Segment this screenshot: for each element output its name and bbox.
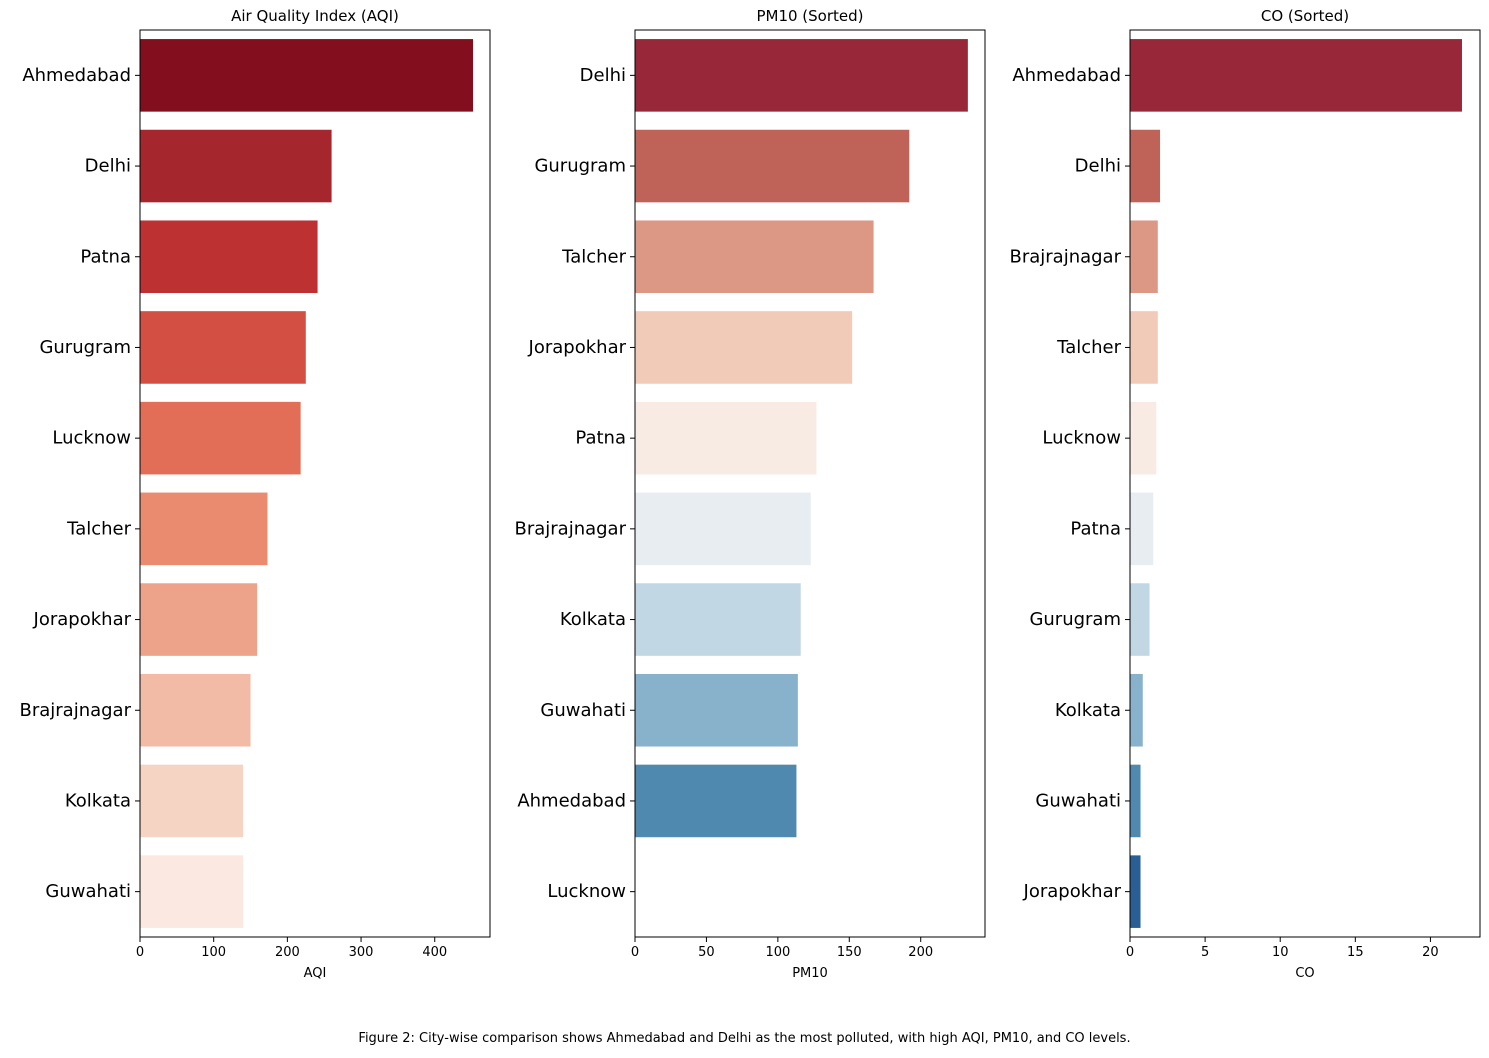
y-tick-label: Brajrajnagar bbox=[1009, 246, 1121, 267]
bar-guwahati bbox=[1130, 764, 1141, 838]
y-tick-label: Brajrajnagar bbox=[19, 700, 131, 721]
bar-ahmedabad bbox=[140, 39, 474, 112]
bar-gurugram bbox=[1130, 583, 1150, 656]
bar-talcher bbox=[1130, 311, 1158, 384]
axes-frame bbox=[139, 29, 491, 938]
y-tick-label: Jorapokhar bbox=[33, 609, 132, 630]
bar-lucknow bbox=[1130, 401, 1157, 475]
bar-kolkata bbox=[1130, 673, 1143, 747]
x-tick-label: 50 bbox=[698, 945, 715, 960]
bar-delhi bbox=[140, 129, 332, 203]
y-tick-label: Patna bbox=[575, 428, 626, 449]
y-tick-label: Talcher bbox=[66, 518, 131, 539]
y-tick-label: Gurugram bbox=[534, 156, 626, 177]
bar-jorapokhar bbox=[635, 311, 853, 384]
chart-panel-1: Ahmedabad Delhi Patna Gurugram Lucknow Talche… bbox=[19, 7, 491, 981]
chart-panel-2: Delhi Gurugram Talcher Jorapokhar Patna Brajr… bbox=[514, 7, 986, 981]
bar-jorapokhar bbox=[140, 583, 258, 656]
y-tick-label: Brajrajnagar bbox=[514, 518, 626, 539]
bar-delhi bbox=[635, 39, 968, 112]
y-tick-label: Talcher bbox=[1056, 337, 1121, 358]
y-tick-label: Jorapokhar bbox=[528, 337, 627, 358]
bar-lucknow bbox=[140, 401, 301, 475]
x-tick-label: 200 bbox=[275, 945, 300, 960]
y-tick-label: Gurugram bbox=[39, 337, 131, 358]
bar-talcher bbox=[635, 220, 874, 294]
y-tick-label: Ahmedabad bbox=[1012, 65, 1121, 86]
x-tick-label: 300 bbox=[349, 945, 374, 960]
y-tick-label: Delhi bbox=[580, 65, 626, 86]
y-tick-label: Delhi bbox=[85, 156, 131, 177]
y-tick-label: Kolkata bbox=[560, 609, 626, 630]
bar-kolkata bbox=[635, 583, 801, 656]
y-tick-label: Talcher bbox=[561, 246, 626, 267]
bar-brajrajnagar bbox=[140, 673, 251, 747]
x-tick-label: 0 bbox=[631, 945, 639, 960]
x-tick-label: 400 bbox=[422, 945, 447, 960]
bar-gurugram bbox=[140, 311, 306, 384]
x-tick-label: 100 bbox=[765, 945, 790, 960]
bar-patna bbox=[140, 220, 318, 294]
y-tick-label: Lucknow bbox=[1042, 428, 1121, 449]
y-tick-label: Guwahati bbox=[1035, 790, 1121, 811]
bar-brajrajnagar bbox=[1130, 220, 1158, 294]
chart-title: Air Quality Index (AQI) bbox=[231, 7, 399, 25]
y-tick-label: Kolkata bbox=[65, 790, 131, 811]
axes-frame bbox=[1129, 29, 1481, 938]
x-tick-label: 0 bbox=[136, 945, 144, 960]
chart-title: PM10 (Sorted) bbox=[756, 7, 863, 25]
bar-patna bbox=[1130, 492, 1154, 566]
x-axis-label: PM10 bbox=[792, 966, 828, 981]
y-tick-label: Delhi bbox=[1075, 156, 1121, 177]
x-axis-label: CO bbox=[1295, 966, 1314, 981]
x-axis-label: AQI bbox=[304, 966, 327, 981]
x-tick-label: 0 bbox=[1126, 945, 1134, 960]
bar-ahmedabad bbox=[635, 764, 797, 838]
y-tick-label: Patna bbox=[80, 246, 131, 267]
x-tick-label: 5 bbox=[1201, 945, 1209, 960]
chart-panel-3: Ahmedabad Delhi Brajrajnagar Talcher Lucknow… bbox=[1009, 7, 1481, 981]
bar-guwahati bbox=[635, 673, 798, 747]
y-tick-label: Gurugram bbox=[1029, 609, 1121, 630]
figure-caption: Figure 2: City-wise comparison shows Ahm… bbox=[358, 1031, 1131, 1046]
y-tick-label: Lucknow bbox=[547, 881, 626, 902]
bar-guwahati bbox=[140, 855, 244, 928]
y-tick-label: Ahmedabad bbox=[517, 790, 626, 811]
x-tick-label: 15 bbox=[1347, 945, 1364, 960]
y-tick-label: Kolkata bbox=[1055, 700, 1121, 721]
bar-jorapokhar bbox=[1130, 855, 1141, 928]
y-tick-label: Guwahati bbox=[540, 700, 626, 721]
x-tick-label: 200 bbox=[908, 945, 933, 960]
x-tick-label: 100 bbox=[201, 945, 226, 960]
y-tick-label: Guwahati bbox=[45, 881, 131, 902]
y-tick-label: Lucknow bbox=[52, 428, 131, 449]
bar-talcher bbox=[140, 492, 268, 566]
x-tick-label: 150 bbox=[837, 945, 862, 960]
axes-frame bbox=[634, 29, 986, 938]
chart-title: CO (Sorted) bbox=[1261, 7, 1349, 25]
bar-patna bbox=[635, 401, 817, 475]
bar-brajrajnagar bbox=[635, 492, 811, 566]
x-tick-label: 20 bbox=[1422, 945, 1439, 960]
x-tick-label: 10 bbox=[1272, 945, 1289, 960]
y-tick-label: Ahmedabad bbox=[22, 65, 131, 86]
bar-delhi bbox=[1130, 129, 1161, 203]
y-tick-label: Jorapokhar bbox=[1023, 881, 1122, 902]
bar-ahmedabad bbox=[1130, 39, 1462, 112]
bar-gurugram bbox=[635, 129, 910, 203]
y-tick-label: Patna bbox=[1070, 518, 1121, 539]
bar-kolkata bbox=[140, 764, 244, 838]
